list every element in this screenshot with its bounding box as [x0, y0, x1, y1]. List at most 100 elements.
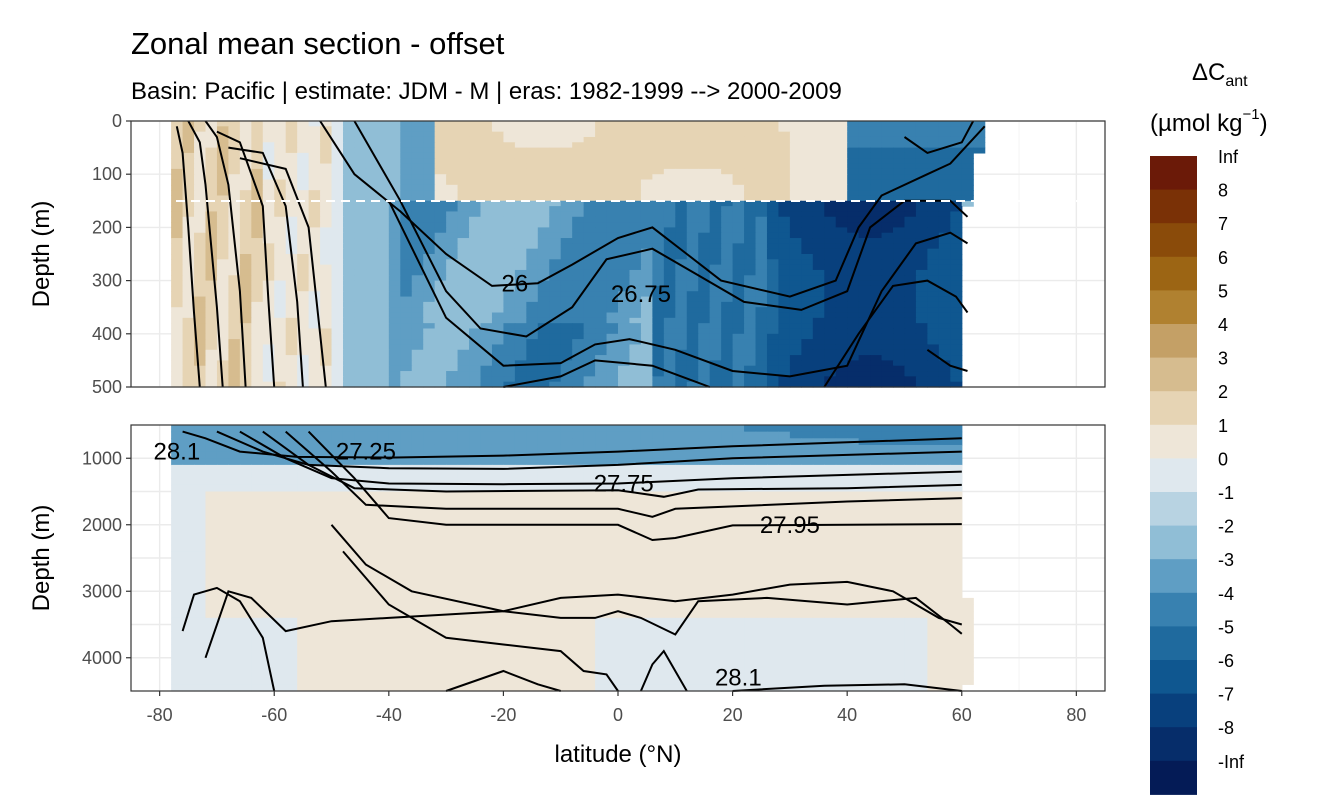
field-cell: [560, 248, 573, 255]
field-cell: [216, 307, 229, 314]
field-cell: [938, 333, 951, 340]
field-cell: [469, 285, 482, 292]
field-cell: [262, 518, 275, 526]
field-cell: [308, 376, 321, 383]
field-cell: [526, 142, 539, 149]
field-cell: [950, 301, 963, 308]
field-cell: [216, 227, 229, 234]
field-cell: [388, 232, 401, 239]
field-cell: [194, 355, 207, 361]
field-cell: [377, 360, 390, 367]
field-cell: [469, 333, 482, 340]
field-cell: [744, 531, 757, 539]
field-cell: [342, 142, 356, 149]
field-cell: [595, 243, 608, 250]
field-cell: [297, 491, 310, 499]
field-cell: [182, 131, 195, 138]
field-cell: [480, 222, 493, 228]
field-cell: [297, 498, 310, 506]
field-cell: [858, 538, 871, 546]
field-cell: [446, 174, 459, 181]
field-cell: [938, 551, 951, 559]
field-cell: [881, 551, 894, 559]
field-cell: [274, 232, 287, 239]
field-cell: [721, 491, 734, 499]
field-cell: [320, 484, 333, 493]
field-cell: [354, 444, 367, 453]
field-cell: [640, 444, 653, 453]
field-cell: [205, 498, 218, 506]
field-cell: [480, 142, 493, 149]
field-cell: [423, 158, 436, 165]
field-cell: [870, 484, 883, 493]
field-cell: [537, 464, 550, 473]
field-cell: [205, 222, 218, 228]
field-cell: [480, 200, 493, 207]
field-cell: [950, 376, 963, 383]
field-cell: [618, 285, 631, 292]
field-cell: [342, 254, 356, 260]
field-cell: [434, 444, 447, 453]
field-cell: [721, 136, 734, 143]
field-cell: [274, 376, 287, 383]
field-cell: [640, 206, 653, 213]
field-cell: [216, 518, 229, 526]
field-cell: [583, 264, 596, 271]
field-cell: [789, 371, 802, 377]
field-cell: [950, 269, 963, 276]
field-cell: [560, 222, 573, 228]
field-cell: [778, 376, 791, 383]
field-cell: [457, 206, 470, 213]
field-cell: [560, 275, 573, 282]
field-cell: [595, 339, 608, 346]
field-cell: [927, 307, 940, 314]
field-cell: [331, 184, 344, 191]
field-cell: [377, 376, 390, 383]
field-cell: [491, 296, 505, 303]
field-cell: [675, 216, 688, 223]
field-cell: [411, 136, 424, 143]
field-cell: [434, 381, 447, 388]
field-cell: [606, 136, 619, 143]
field-cell: [721, 238, 734, 244]
field-cell: [239, 558, 252, 566]
field-cell: [308, 425, 321, 433]
field-cell: [503, 158, 516, 165]
field-cell: [927, 163, 940, 170]
field-cell: [663, 344, 676, 351]
field-cell: [778, 131, 791, 138]
field-cell: [950, 243, 963, 250]
field-cell: [457, 216, 470, 223]
field-cell: [595, 471, 608, 479]
field-cell: [400, 301, 413, 308]
field-cell: [480, 269, 493, 276]
field-cell: [182, 254, 195, 260]
field-cell: [927, 232, 940, 239]
field-cell: [457, 444, 470, 453]
field-cell: [698, 360, 711, 367]
field-cell: [870, 275, 883, 282]
field-cell: [285, 518, 298, 526]
field-cell: [216, 471, 229, 479]
field-cell: [308, 365, 321, 372]
field-cell: [194, 551, 207, 559]
field-cell: [744, 152, 757, 159]
field-cell: [457, 301, 470, 308]
field-cell: [388, 524, 401, 532]
field-cell: [560, 131, 573, 138]
field-cell: [675, 280, 688, 287]
field-cell: [297, 504, 310, 513]
field-cell: [870, 280, 883, 287]
field-cell: [847, 243, 860, 250]
field-cell: [870, 323, 883, 330]
field-cell: [549, 431, 562, 439]
field-cell: [938, 544, 951, 552]
field-cell: [171, 131, 184, 138]
field-cell: [881, 355, 894, 361]
field-cell: [675, 195, 688, 202]
field-cell: [526, 339, 539, 346]
field-cell: [572, 458, 585, 466]
field-cell: [835, 333, 848, 340]
field-cell: [514, 538, 527, 546]
field-cell: [182, 531, 195, 539]
